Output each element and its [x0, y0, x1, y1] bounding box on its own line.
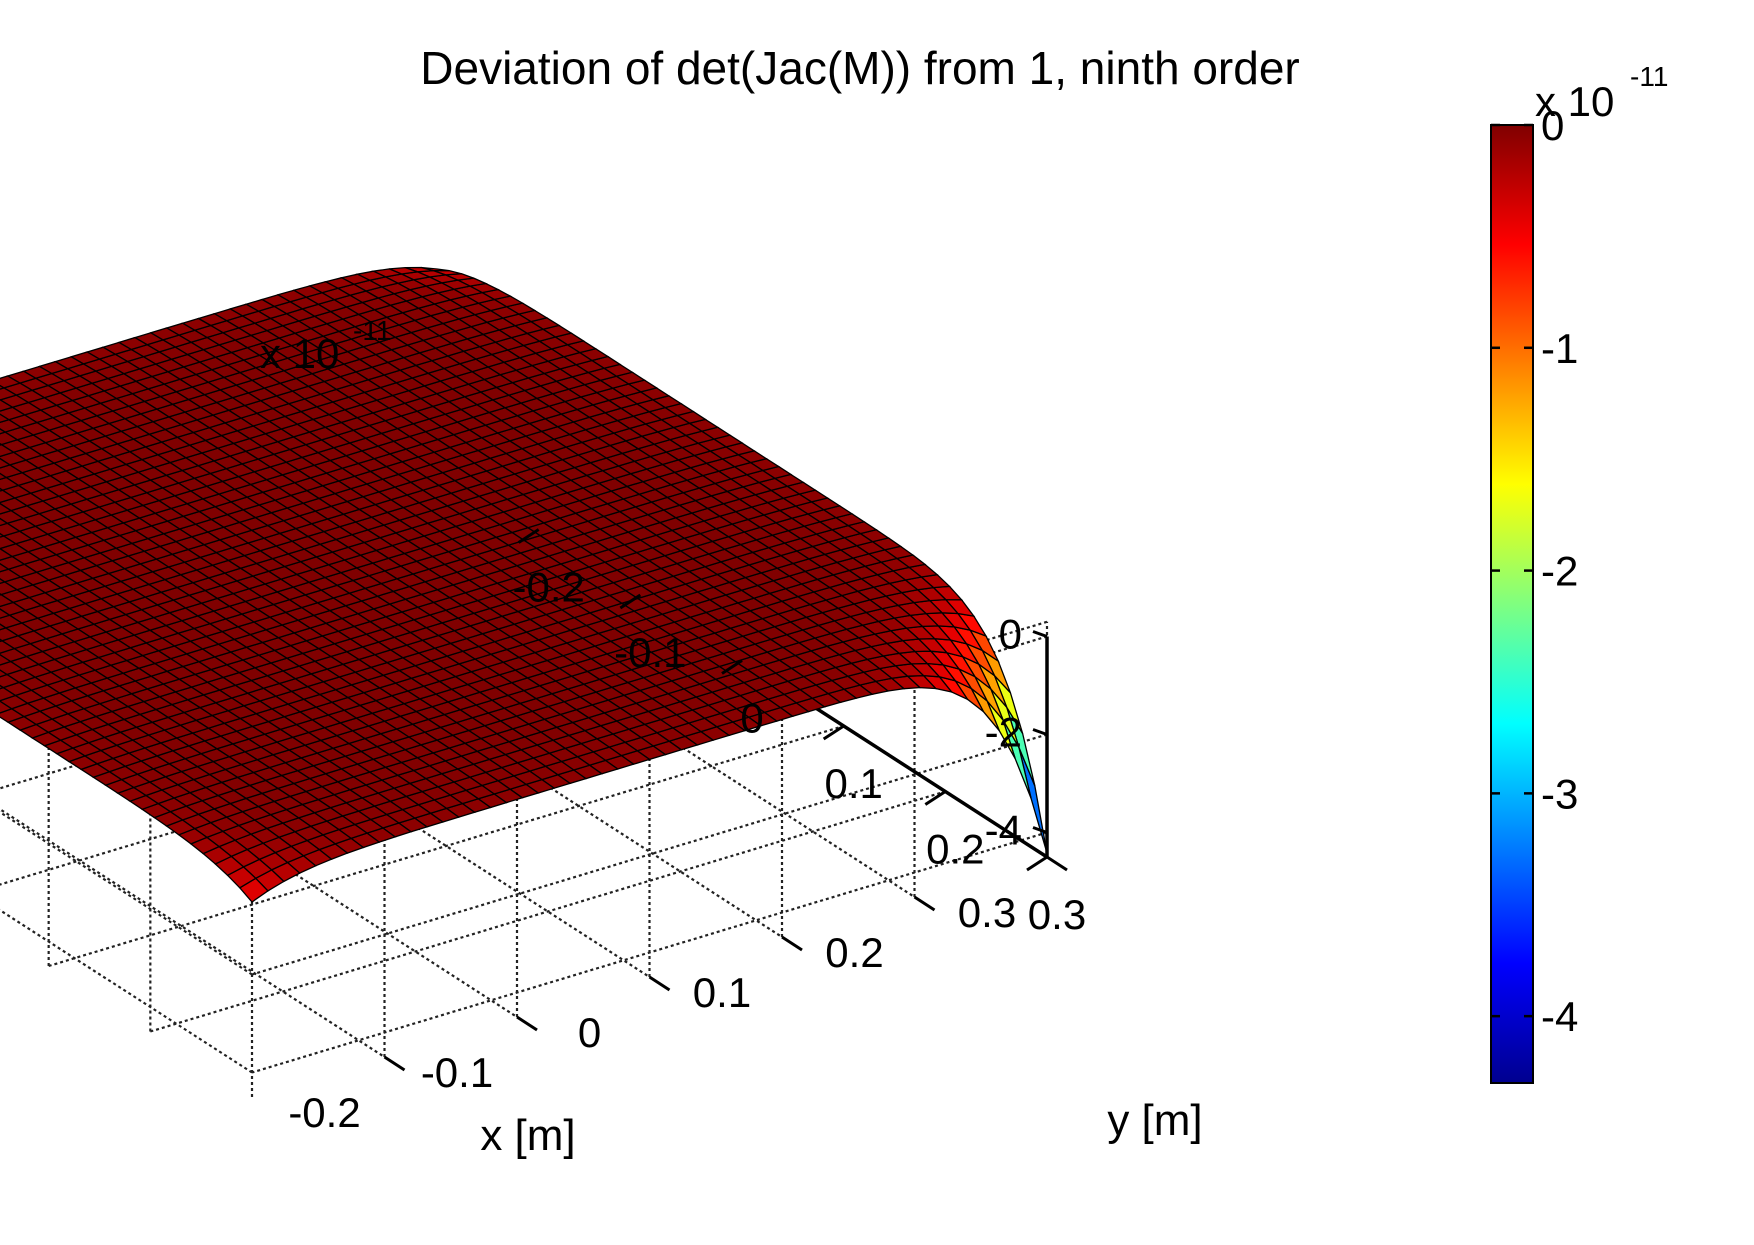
z-tick-label-0: 0 [999, 611, 1022, 658]
colorbar-multiplier-exponent: -11 [1630, 61, 1668, 92]
colorbar-tick-label-3: -3 [1541, 770, 1578, 817]
z-tick-mark-1 [1033, 730, 1047, 735]
y-tick-label-5: -0.2 [512, 564, 584, 611]
x-tick-mark-3 [782, 937, 802, 950]
y-tick-mark-1 [925, 792, 945, 805]
x-axis-label: x [m] [480, 1111, 575, 1160]
x-tick-label-5: 0.3 [958, 889, 1016, 936]
y-tick-label-3: 0 [740, 695, 763, 742]
x-tick-label-2: 0 [578, 1009, 601, 1056]
x-tick-mark-5 [1047, 857, 1067, 870]
y-axis-label: y [m] [1107, 1096, 1202, 1145]
z-multiplier-exponent: -11 [353, 315, 391, 346]
z-tick-label-1: -2 [985, 709, 1022, 756]
x-tick-mark-4 [915, 897, 935, 910]
y-tick-label-4: -0.1 [614, 629, 686, 676]
y-tick-label-0: 0.3 [1028, 891, 1086, 938]
y-tick-label-2: 0.1 [824, 760, 882, 807]
z-tick-mark-0 [1033, 632, 1047, 637]
y-tick-mark-2 [824, 726, 844, 739]
x-tick-mark-0 [385, 1057, 405, 1070]
x-tick-label-0: -0.2 [288, 1089, 360, 1136]
x-tick-mark-2 [650, 977, 670, 990]
colorbar-gradient [1491, 125, 1533, 1083]
x-tick-label-3: 0.1 [693, 969, 751, 1016]
y-tick-mark-0 [1027, 857, 1047, 870]
colorbar: 0-1-2-3-4 x 10 -11 [1491, 61, 1668, 1083]
chart-title: Deviation of det(Jac(M)) from 1, ninth o… [420, 42, 1299, 94]
colorbar-multiplier-base: x 10 [1535, 78, 1614, 125]
x-tick-label-1: -0.1 [421, 1049, 493, 1096]
colorbar-tick-label-1: -1 [1541, 325, 1578, 372]
colorbar-tick-label-4: -4 [1541, 993, 1578, 1040]
y-tick-label-1: 0.2 [926, 826, 984, 873]
x-tick-label-4: 0.2 [825, 929, 883, 976]
colorbar-tick-labels: 0-1-2-3-4 [1541, 102, 1578, 1040]
z-tick-label-2: -4 [985, 807, 1022, 854]
x-tick-mark-1 [517, 1017, 537, 1030]
colorbar-tick-label-2: -2 [1541, 548, 1578, 595]
z-multiplier-base: x 10 [260, 330, 339, 377]
